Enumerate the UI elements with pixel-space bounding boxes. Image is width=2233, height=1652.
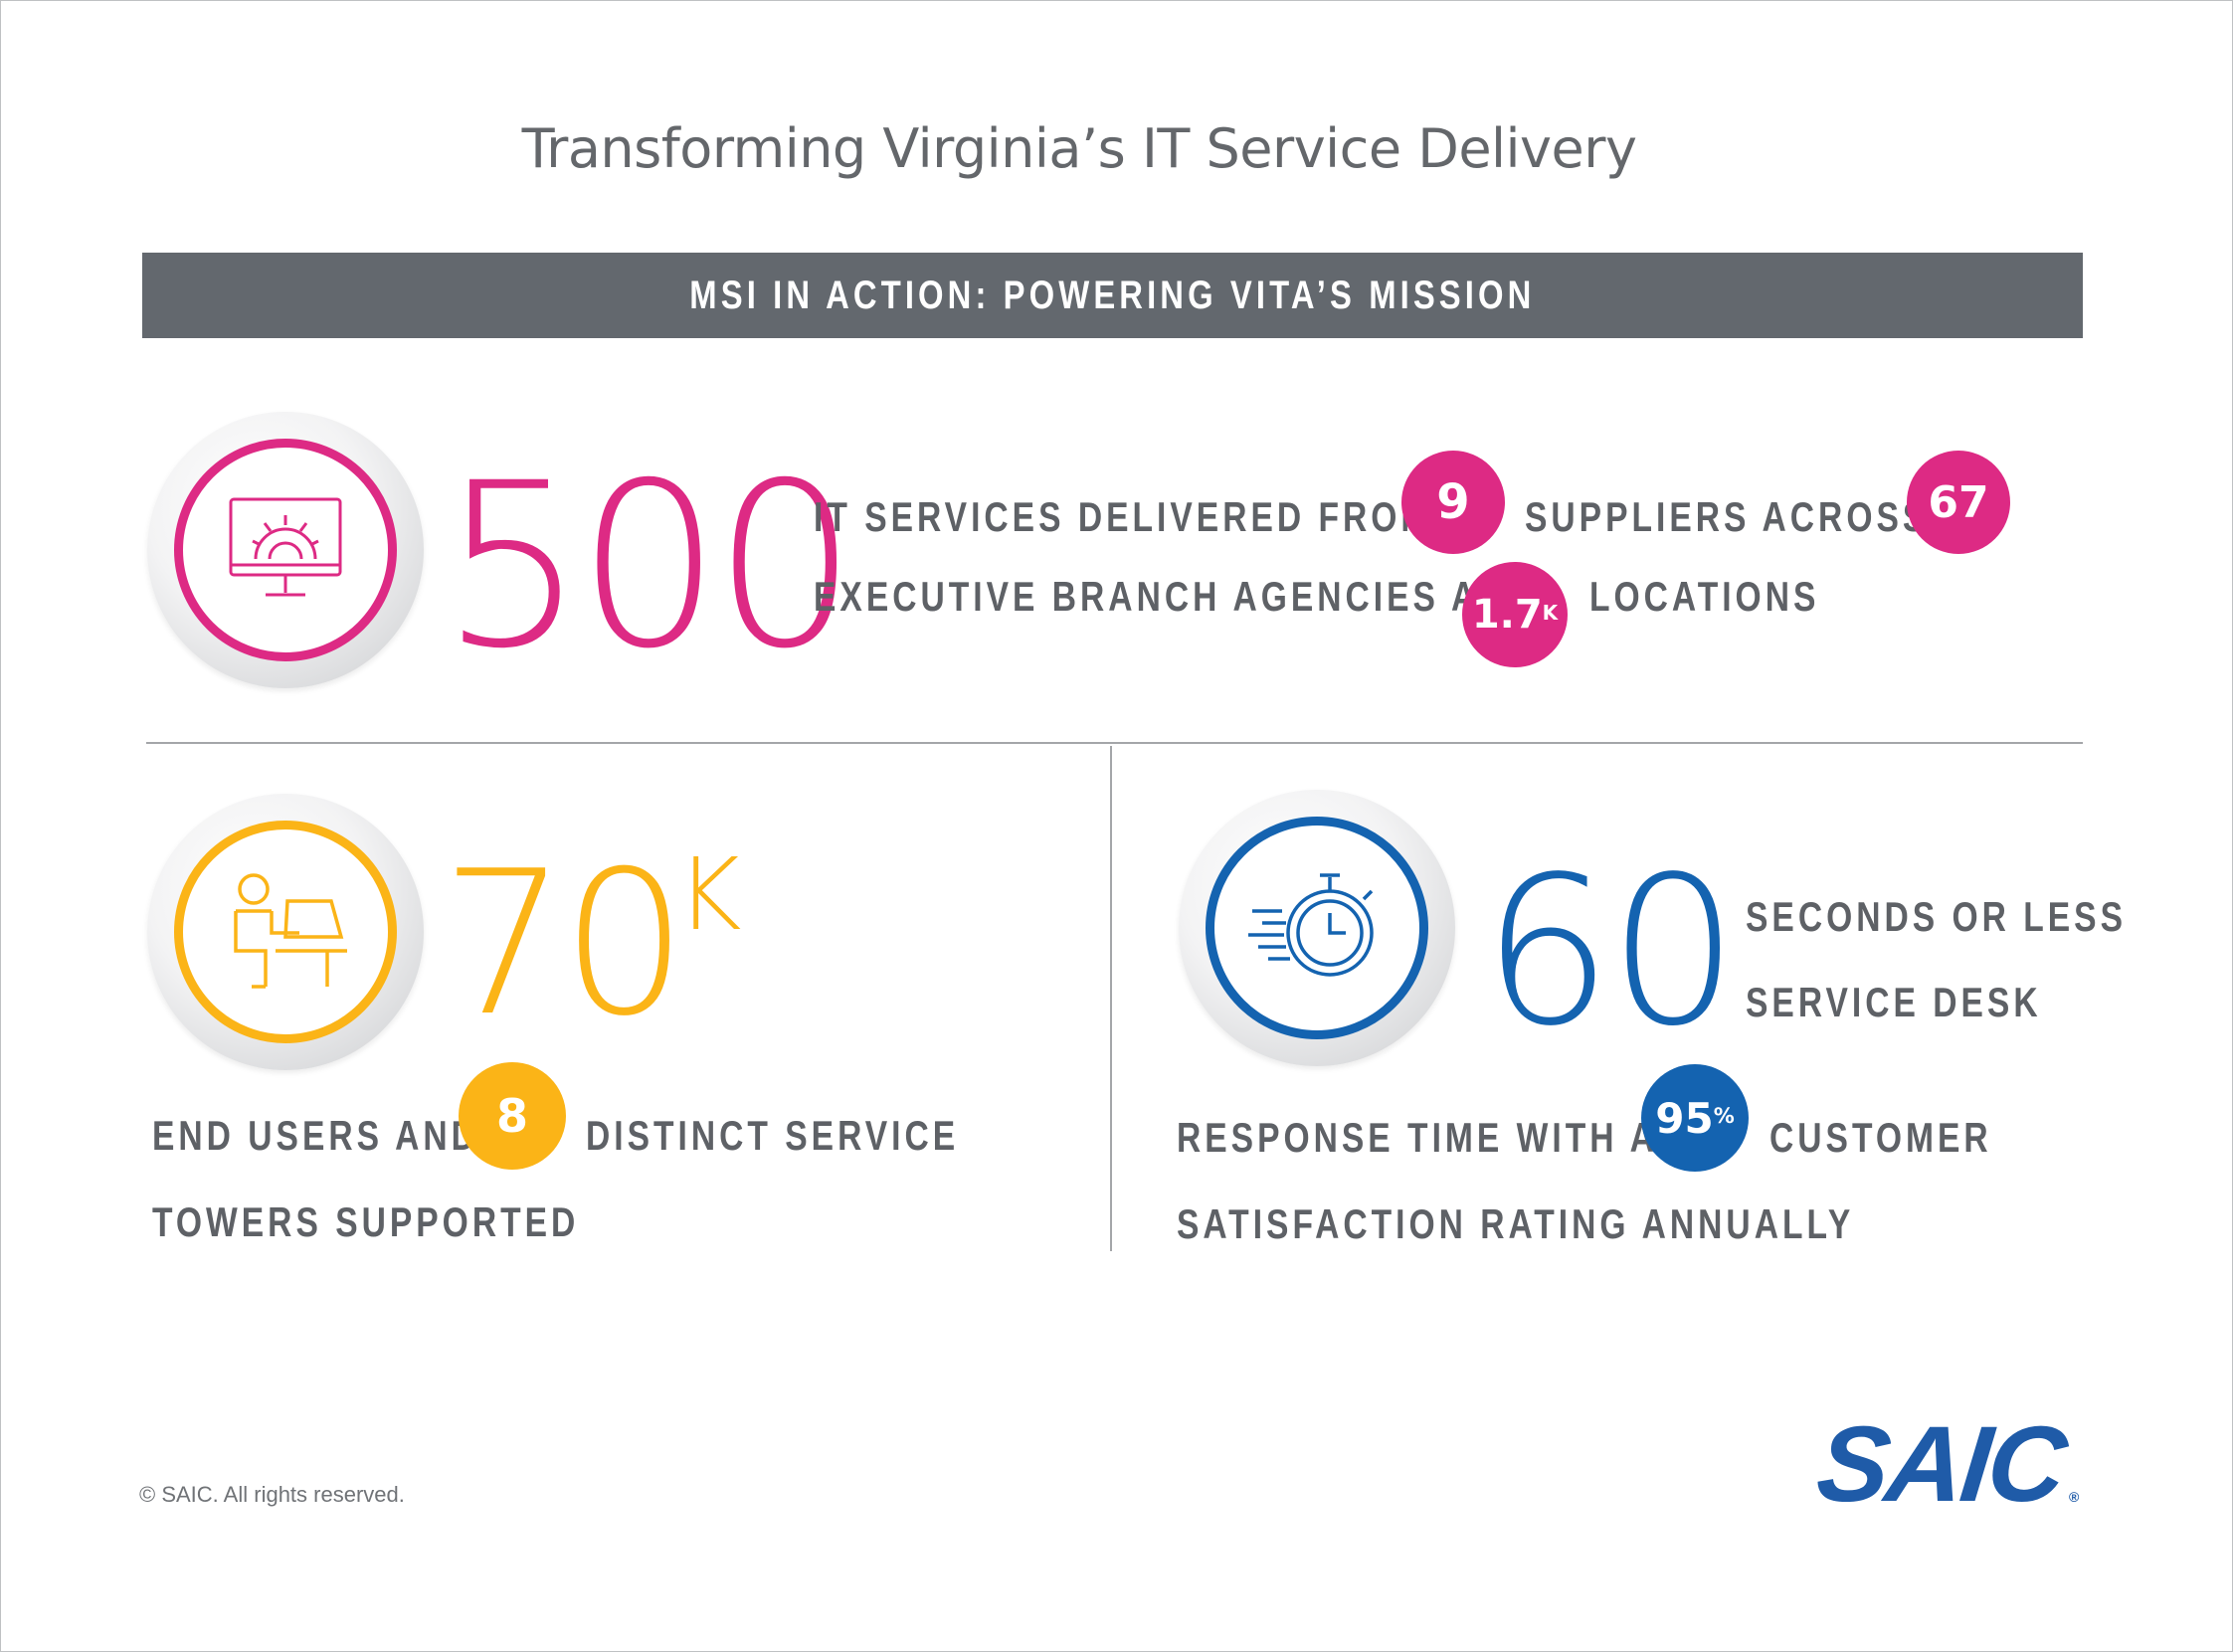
stat3-icon-ring [1206, 817, 1428, 1039]
stat1-number: 500 [441, 434, 857, 698]
stat3-badge-satisfaction: 95% [1641, 1064, 1749, 1172]
stat3-number: 60 [1482, 832, 1739, 1071]
vertical-divider [1110, 746, 1112, 1251]
section-banner: MSI IN ACTION: POWERING VITA’S MISSION [142, 253, 2083, 338]
monitor-gear-icon [229, 497, 342, 597]
stopwatch-icon [1248, 873, 1374, 977]
stat3-line4: SATISFACTION RATING ANNUALLY [1177, 1200, 1855, 1247]
stat2-line1-a: END USERS AND [152, 1112, 479, 1159]
stat3-badge-suffix: % [1713, 1104, 1735, 1128]
stat1-line2-b: LOCATIONS [1589, 573, 1820, 620]
stat1-badge-locations-suffix: K [1542, 601, 1559, 625]
stat3-line1: SECONDS OR LESS [1746, 893, 2127, 940]
stat3-badge-value: 95 [1655, 1093, 1714, 1143]
stat1-badge-agencies: 67 [1907, 451, 2010, 554]
banner-text: MSI IN ACTION: POWERING VITA’S MISSION [689, 273, 1536, 317]
saic-logo: SAIC [1811, 1403, 2070, 1524]
stat3-line2: SERVICE DESK [1746, 979, 2042, 1025]
stat3-line3-a: RESPONSE TIME WITH A [1177, 1114, 1658, 1161]
stat1-line1-a: IT SERVICES DELIVERED FROM [814, 493, 1433, 540]
stat2-line1-b: DISTINCT SERVICE [586, 1112, 960, 1159]
stat1-icon-ring [174, 439, 397, 661]
stat1-line2-a: EXECUTIVE BRANCH AGENCIES AT [814, 573, 1502, 620]
stat2-number-suffix: K [676, 836, 742, 953]
stat1-badge-suppliers: 9 [1401, 451, 1505, 554]
copyright-text: © SAIC. All rights reserved. [139, 1482, 405, 1507]
stat2-icon-ring [174, 821, 397, 1043]
person-laptop-icon [234, 873, 347, 989]
stat2-line2: TOWERS SUPPORTED [152, 1198, 580, 1245]
stat1-line1-b: SUPPLIERS ACROSS [1525, 493, 1930, 540]
stat2-badge-towers: 8 [459, 1062, 566, 1170]
stat2-number: 70 [441, 828, 687, 1060]
horizontal-divider [146, 742, 2083, 744]
stat1-badge-locations: 1.7 K [1462, 562, 1568, 667]
stat3-line3-b: CUSTOMER [1769, 1114, 1992, 1161]
stat1-badge-locations-value: 1.7 [1471, 592, 1543, 638]
registered-mark: ® [2069, 1489, 2080, 1505]
page-title: Transforming Virginia’s IT Service Deliv… [521, 117, 1637, 180]
